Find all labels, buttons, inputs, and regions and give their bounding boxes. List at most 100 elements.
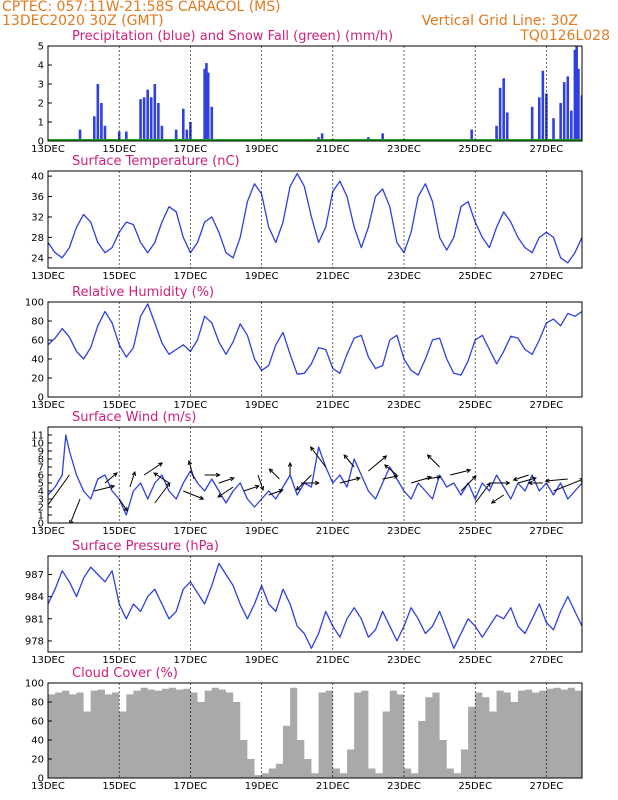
y-tick-label: 5	[38, 479, 44, 490]
x-tick-label: 13DEC	[31, 144, 65, 155]
y-tick-label: 60	[31, 336, 44, 347]
x-tick-label: 15DEC	[102, 400, 136, 411]
precipitation-bar	[96, 84, 100, 141]
wind-vector-head	[466, 468, 472, 474]
panel-humidity: Relative Humidity (%) 13DEC 15DEC 17DEC 19D…	[25, 285, 583, 411]
x-tick-label: 21DEC	[316, 400, 350, 411]
x-tick-label: 27DEC	[530, 781, 564, 792]
wind-vector-head	[472, 475, 477, 480]
wind-vector	[427, 454, 440, 468]
y-tick-label: 11	[31, 431, 44, 442]
plot-area	[48, 562, 582, 649]
precipitation-bar	[142, 97, 146, 141]
wind-vector	[257, 474, 264, 491]
y-tick-label: 0	[38, 519, 44, 530]
panel-frame	[47, 426, 583, 524]
wind-vector-head	[131, 470, 136, 477]
wind-vector-head	[544, 478, 550, 483]
pressure-title: Surface Pressure (hPa)	[72, 539, 219, 554]
precipitation-bar	[599, 84, 602, 141]
y-tick-label: 5	[38, 42, 44, 53]
precipitation-bar	[562, 82, 566, 141]
precipitation-bar	[559, 103, 562, 141]
y-tick-label: 2	[38, 503, 44, 514]
precipitation-bar	[577, 68, 580, 141]
data-line	[48, 562, 582, 649]
y-tick-label: 40	[31, 736, 44, 747]
y-tick-label: 6	[38, 471, 44, 482]
wind-vector-head	[343, 454, 349, 460]
x-tick-label: 19DEC	[245, 271, 279, 282]
y-tick-label: 987	[25, 570, 44, 581]
precipitation-bar	[103, 125, 107, 141]
wind-vector-head	[512, 476, 518, 482]
x-tick-label: 13DEC	[31, 271, 65, 282]
precipitation-bar	[153, 84, 157, 141]
panel-frame	[47, 682, 583, 779]
y-tick-label: 20	[31, 374, 44, 385]
wind-title: Surface Wind (m/s)	[72, 410, 196, 425]
y-tick-label: 24	[31, 253, 44, 264]
wind-vector	[153, 472, 170, 484]
y-tick-label: 0	[38, 137, 44, 148]
wind-vector-head	[314, 480, 320, 486]
y-tick-label: 978	[25, 636, 44, 647]
wind-vector	[268, 489, 283, 496]
wind-vector-head	[278, 488, 284, 494]
x-tick-label: 25DEC	[458, 144, 492, 155]
wind-vector	[553, 479, 582, 492]
precipitation-bar	[584, 120, 587, 141]
x-tick-label: 21DEC	[316, 271, 350, 282]
wind-vector	[513, 474, 529, 481]
y-tick-label: 3	[38, 495, 44, 506]
y-tick-label: 40	[31, 355, 44, 366]
wind-vector-head	[254, 484, 260, 490]
precipitation-bar	[320, 133, 324, 141]
panel-temperature: Surface Temperature (nC) 13DEC 15DEC 17DEC…	[31, 154, 583, 282]
wind-vector-head	[531, 476, 537, 482]
wind-vector-head	[158, 462, 164, 467]
wind-vector	[474, 482, 491, 504]
x-tick-label: 13DEC	[31, 526, 65, 537]
wind-vector	[425, 476, 441, 480]
wind-vector-head	[384, 464, 389, 469]
panel-wind: Surface Wind (m/s) 13DEC 15DEC 17DEC 19DEC 2…	[31, 410, 589, 537]
x-tick-label: 19DEC	[245, 400, 279, 411]
wind-vector-head	[112, 472, 118, 477]
wind-vector-head	[259, 485, 265, 492]
wind-vector-head	[426, 454, 432, 459]
panel-pressure: Surface Pressure (hPa) 13DEC 15DEC 17DEC 19…	[25, 539, 583, 666]
wind-vector-head	[110, 484, 116, 490]
wind-vector	[154, 482, 171, 504]
x-tick-label: 19DEC	[245, 144, 279, 155]
x-tick-label: 21DEC	[316, 781, 350, 792]
wind-vector-head	[123, 506, 128, 512]
wind-vector-head	[187, 459, 193, 466]
humidity-title: Relative Humidity (%)	[72, 285, 214, 300]
plot-area	[48, 172, 582, 264]
x-tick-label: 19DEC	[245, 526, 279, 537]
precipitation-bar	[580, 95, 582, 141]
x-tick-label: 15DEC	[102, 271, 136, 282]
wind-vector-head	[585, 481, 589, 485]
wind-vector-head	[215, 472, 221, 478]
precipitation-bar	[205, 63, 208, 141]
y-tick-label: 10	[31, 439, 44, 450]
y-tick-label: 20	[31, 755, 44, 766]
y-tick-label: 80	[31, 317, 44, 328]
wind-vector-head	[165, 482, 171, 488]
y-tick-label: 80	[31, 698, 44, 709]
plot-area	[48, 434, 589, 523]
wind-vector-head	[217, 493, 223, 498]
wind-vector	[48, 474, 70, 506]
y-tick-label: 1	[38, 511, 44, 522]
wind-vector	[218, 477, 235, 484]
precipitation-title: Precipitation (blue) and Snow Fall (gree…	[72, 29, 393, 44]
precipitation-bar	[505, 112, 509, 141]
precipitation-bar	[537, 97, 541, 141]
header-model-id: TQ0126L028	[519, 28, 610, 44]
x-tick-label: 23DEC	[387, 655, 421, 666]
precipitation-bar	[149, 97, 153, 141]
wind-vector	[243, 485, 259, 492]
